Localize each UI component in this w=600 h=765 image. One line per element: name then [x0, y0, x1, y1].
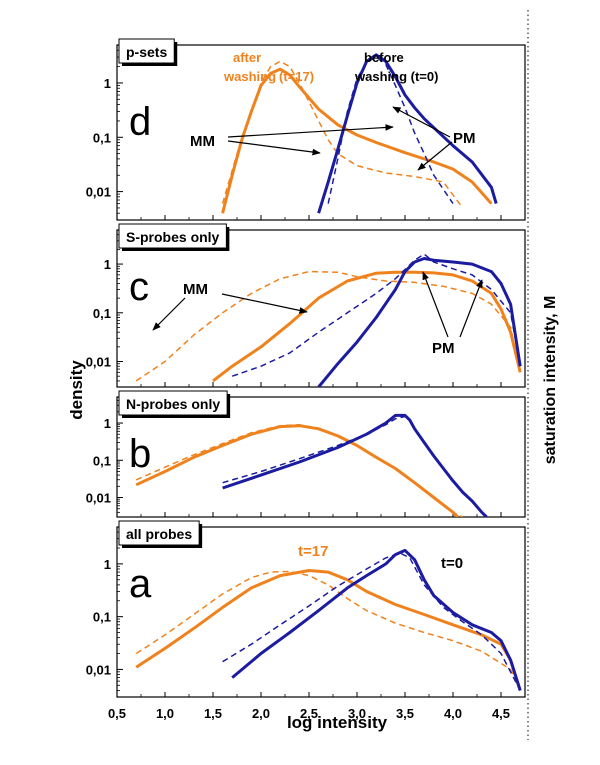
panel-d-mm-label: MM	[190, 133, 215, 150]
panel-d-after-mm-line	[221, 60, 464, 209]
mm-arrow-2	[227, 140, 321, 156]
panel-c-title: S-probes only	[126, 229, 220, 245]
panel-c-annotations: MM PM	[152, 271, 483, 357]
pm-arrow-1	[392, 106, 451, 138]
after-washing-word: washing	[223, 69, 276, 84]
c-pm-arrow-1	[422, 271, 449, 338]
panel-a-after-pm-line	[135, 569, 522, 691]
panel-b-ytick-label: 0,01	[86, 491, 111, 506]
panel-a-after-mm-line	[135, 570, 521, 691]
panel-a-series-group	[135, 548, 522, 691]
x-tick-label: 3,0	[348, 706, 366, 721]
panel-b-frame	[116, 396, 526, 518]
saturation-intensity-label: saturation intensity, M	[542, 296, 559, 465]
panel-a-title: all probes	[126, 526, 192, 542]
panel-b-ytick-label: 1	[104, 416, 111, 431]
after-washing-line1: after	[233, 50, 261, 65]
panel-b-ytick-label: 0,1	[93, 453, 111, 468]
mm-arrow-1	[227, 124, 394, 138]
panel-b-title-frame	[118, 390, 228, 416]
panel-c: 0,01 0,1 1 S-probes only c	[86, 223, 526, 388]
panel-b-title: N-probes only	[126, 396, 220, 412]
panel-d-pm-label: PM	[453, 130, 476, 147]
t0-label: t=0	[441, 555, 463, 572]
before-washing-line1: before	[364, 50, 404, 65]
x-tick-label: 0,5	[108, 706, 126, 721]
after-washing-line2: washing (t=17)	[223, 69, 314, 84]
after-washing-time: (t=17)	[279, 69, 314, 84]
panel-b-after-mm-line	[135, 423, 463, 517]
panel-a: 0,01 0,1 1 all probes a	[86, 520, 526, 698]
panel-c-title-frame	[118, 223, 227, 249]
panel-a-ytick-label: 0,01	[86, 662, 111, 677]
x-tick-label: 1,5	[204, 706, 222, 721]
panel-d-title-frame	[118, 38, 175, 64]
panel-b-after-pm-line	[135, 424, 459, 517]
x-tick-label: 4,0	[444, 706, 462, 721]
panel-a-ytick-label: 0,1	[93, 610, 111, 625]
panel-c-after-mm-line	[135, 270, 521, 382]
panel-b-before-pm-line	[222, 413, 488, 517]
panel-a-letter: a	[129, 562, 152, 606]
x-tick-label: 3,5	[396, 706, 414, 721]
panel-c-mm-label: MM	[183, 281, 208, 298]
panel-c-letter: c	[129, 265, 149, 309]
panel-c-series-group	[135, 253, 522, 387]
panel-b-series-group	[135, 413, 488, 517]
panel-c-after-pm-line	[212, 270, 522, 383]
panel-a-before-pm-line	[231, 548, 522, 691]
x-axis-label: log intensity	[287, 713, 388, 732]
panel-a-frame	[116, 526, 526, 698]
panel-b-before-mm-line	[222, 415, 406, 484]
c-mm-arrow-1	[152, 297, 186, 331]
panel-a-ytick-label: 1	[104, 557, 111, 572]
t17-label: t=17	[298, 543, 328, 560]
x-tick-label: 2,0	[252, 706, 270, 721]
c-mm-arrow-2	[221, 293, 308, 314]
x-tick-label: 4,5	[492, 706, 510, 721]
panel-d-annotations: after washing (t=17) before washing (t=0)…	[190, 50, 476, 171]
panel-d-title-box: p-sets	[118, 38, 178, 66]
panel-c-frame	[116, 229, 526, 388]
panel-d-frame	[116, 44, 526, 221]
panel-d-series-group	[221, 53, 498, 214]
panel-b-letter: b	[129, 432, 151, 476]
panel-d: 0,01 0,1 1 p-sets d	[86, 38, 526, 221]
panel-d-after-pm-line	[221, 67, 493, 214]
panel-d-letter: d	[129, 100, 151, 144]
y-axis-label: density	[67, 360, 86, 420]
panel-c-pm-label: PM	[432, 340, 455, 357]
panel-c-ytick-label: 0,01	[86, 355, 111, 370]
panel-c-ytick-label: 1	[104, 257, 111, 272]
panel-d-ytick-label: 1	[104, 76, 111, 91]
panel-d-before-pm-line	[317, 53, 498, 214]
panel-d-title: p-sets	[126, 44, 167, 60]
before-washing-line2: washing (t=0)	[354, 69, 438, 84]
panel-c-before-mm-line	[231, 253, 521, 377]
panel-d-before-mm-line	[327, 56, 454, 205]
panel-a-annotations: t=17 t=0	[298, 543, 463, 572]
panel-b-title-box: N-probes only	[118, 390, 231, 418]
panel-a-title-box: all probes	[118, 520, 203, 548]
c-pm-arrow-2	[459, 279, 483, 338]
x-tick-label: 1,0	[156, 706, 174, 721]
x-tick-label: 2,5	[300, 706, 318, 721]
panel-b: 0,01 0,1 1 N-probes only b	[86, 390, 526, 518]
panel-d-ytick-label: 0,1	[93, 130, 111, 145]
panel-a-title-frame	[118, 520, 200, 546]
panel-d-ytick-label: 0,01	[86, 185, 111, 200]
pm-arrow-2	[417, 141, 453, 171]
panel-c-title-box: S-probes only	[118, 223, 230, 251]
panel-c-before-pm-line	[317, 257, 522, 387]
panel-c-ytick-label: 0,1	[93, 306, 111, 321]
